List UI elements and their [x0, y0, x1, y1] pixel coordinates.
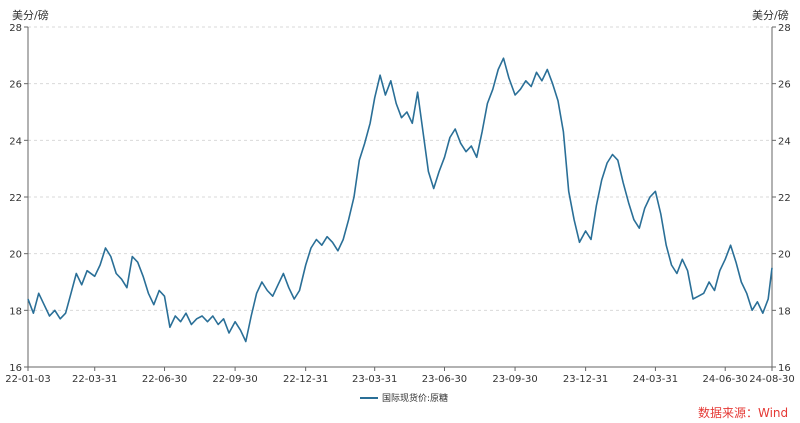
y-tick-label-right: 18 — [778, 306, 791, 317]
x-tick-label: 23-06-30 — [422, 374, 467, 385]
series-line — [27, 57, 773, 343]
y-tick-label-left: 28 — [9, 23, 22, 34]
grid-lines — [28, 26, 772, 311]
x-tick-label: 23-09-30 — [492, 374, 537, 385]
y-tick-label-left: 22 — [9, 193, 22, 204]
legend: 国际现货价:原糖 — [360, 391, 448, 404]
x-tick-label: 22-06-30 — [142, 374, 187, 385]
y-tick-label-left: 24 — [9, 136, 22, 147]
x-tick-label: 24-08-30 — [749, 374, 794, 385]
y-tick-label-left: 26 — [9, 80, 22, 91]
y-tick-label-right: 28 — [778, 23, 791, 34]
series-lines — [27, 57, 773, 343]
axes — [24, 26, 776, 371]
x-tick-label: 22-01-03 — [5, 374, 50, 385]
legend-swatch — [360, 396, 378, 399]
y-tick-label-right: 26 — [778, 80, 791, 91]
x-tick-label: 22-12-31 — [283, 374, 328, 385]
y-tick-label-left: 18 — [9, 306, 22, 317]
x-tick-label: 23-12-31 — [563, 374, 608, 385]
tick-labels: 16 16 18 18 20 20 22 22 24 24 26 26 28 28 22-01-03 22-0… — [5, 23, 794, 385]
right-axis-unit: 美分/磅 — [752, 9, 789, 22]
x-tick-label: 22-09-30 — [212, 374, 257, 385]
y-tick-label-right: 20 — [778, 250, 791, 261]
x-tick-label: 22-03-31 — [72, 374, 117, 385]
x-tick-label: 24-03-31 — [633, 374, 678, 385]
x-tick-label: 24-06-30 — [703, 374, 748, 385]
y-tick-label-right: 22 — [778, 193, 791, 204]
y-tick-label-right: 24 — [778, 136, 791, 147]
y-tick-label-right: 16 — [778, 363, 791, 374]
y-tick-label-left: 16 — [9, 363, 22, 374]
x-tick-label: 23-03-31 — [352, 374, 397, 385]
left-axis-unit: 美分/磅 — [12, 9, 49, 22]
data-source-note: 数据来源：Wind — [698, 406, 789, 420]
legend-label: 国际现货价:原糖 — [382, 394, 449, 404]
y-tick-label-left: 20 — [9, 250, 22, 261]
